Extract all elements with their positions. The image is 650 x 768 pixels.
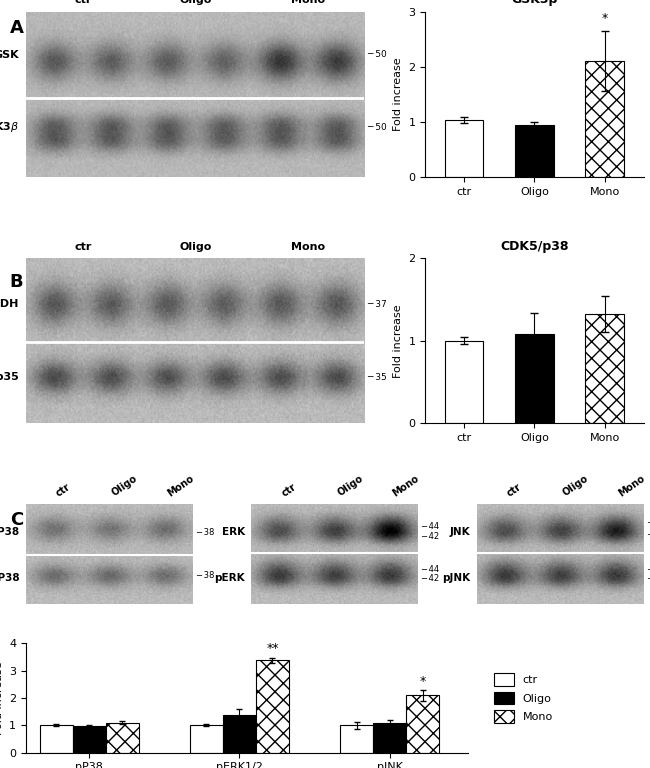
Text: ─ 54: ─ 54 — [647, 564, 650, 574]
Text: pP38: pP38 — [0, 573, 20, 583]
Bar — [106, 723, 138, 753]
Y-axis label: Fold increase: Fold increase — [393, 58, 403, 131]
Bar — [515, 334, 554, 423]
Text: C: C — [10, 511, 23, 528]
Text: ─ 50: ─ 50 — [367, 123, 387, 132]
Text: CDK5/p35: CDK5/p35 — [0, 372, 20, 382]
Text: ─ 42: ─ 42 — [422, 574, 439, 584]
Text: P38: P38 — [0, 528, 20, 538]
Y-axis label: Fold increase: Fold increase — [0, 661, 4, 735]
Bar — [40, 725, 73, 753]
Text: JNK: JNK — [449, 528, 470, 538]
Text: GAPDH: GAPDH — [0, 300, 20, 310]
Bar — [406, 695, 439, 753]
Legend: ctr, Oligo, Mono: ctr, Oligo, Mono — [488, 667, 558, 728]
Text: B: B — [10, 273, 23, 290]
Bar — [73, 726, 106, 753]
Text: ─ 46: ─ 46 — [647, 574, 650, 584]
Bar — [223, 715, 256, 753]
Text: ─ 46: ─ 46 — [647, 530, 650, 539]
Text: ─ 37: ─ 37 — [367, 300, 387, 309]
Text: ─ 44: ─ 44 — [422, 564, 439, 574]
Text: pERK: pERK — [214, 573, 244, 583]
Text: **: ** — [266, 642, 279, 655]
Bar — [190, 725, 223, 753]
Text: ─ 42: ─ 42 — [422, 531, 439, 541]
Text: ─ 35: ─ 35 — [367, 372, 387, 382]
Text: ─ 38: ─ 38 — [196, 528, 214, 537]
Bar — [515, 124, 554, 177]
Bar — [256, 660, 289, 753]
Text: *: * — [602, 12, 608, 25]
Title: GSK3β: GSK3β — [512, 0, 558, 6]
Text: pGSK3$\beta$: pGSK3$\beta$ — [0, 121, 20, 134]
Text: ─ 38: ─ 38 — [196, 571, 214, 581]
Text: ─ 44: ─ 44 — [422, 521, 439, 531]
Bar — [586, 61, 624, 177]
Text: ERK: ERK — [222, 528, 244, 538]
Bar — [373, 723, 406, 753]
Bar — [586, 314, 624, 423]
Text: ─ 54: ─ 54 — [647, 518, 650, 527]
Text: pJNK: pJNK — [442, 573, 470, 583]
Bar — [445, 120, 484, 177]
Text: GSK: GSK — [0, 49, 20, 60]
Bar — [445, 341, 484, 423]
Bar — [340, 725, 373, 753]
Text: *: * — [420, 674, 426, 687]
Y-axis label: Fold increase: Fold increase — [393, 304, 403, 378]
Title: CDK5/p38: CDK5/p38 — [500, 240, 569, 253]
Text: ─ 50: ─ 50 — [367, 50, 387, 59]
Text: A: A — [10, 19, 23, 37]
